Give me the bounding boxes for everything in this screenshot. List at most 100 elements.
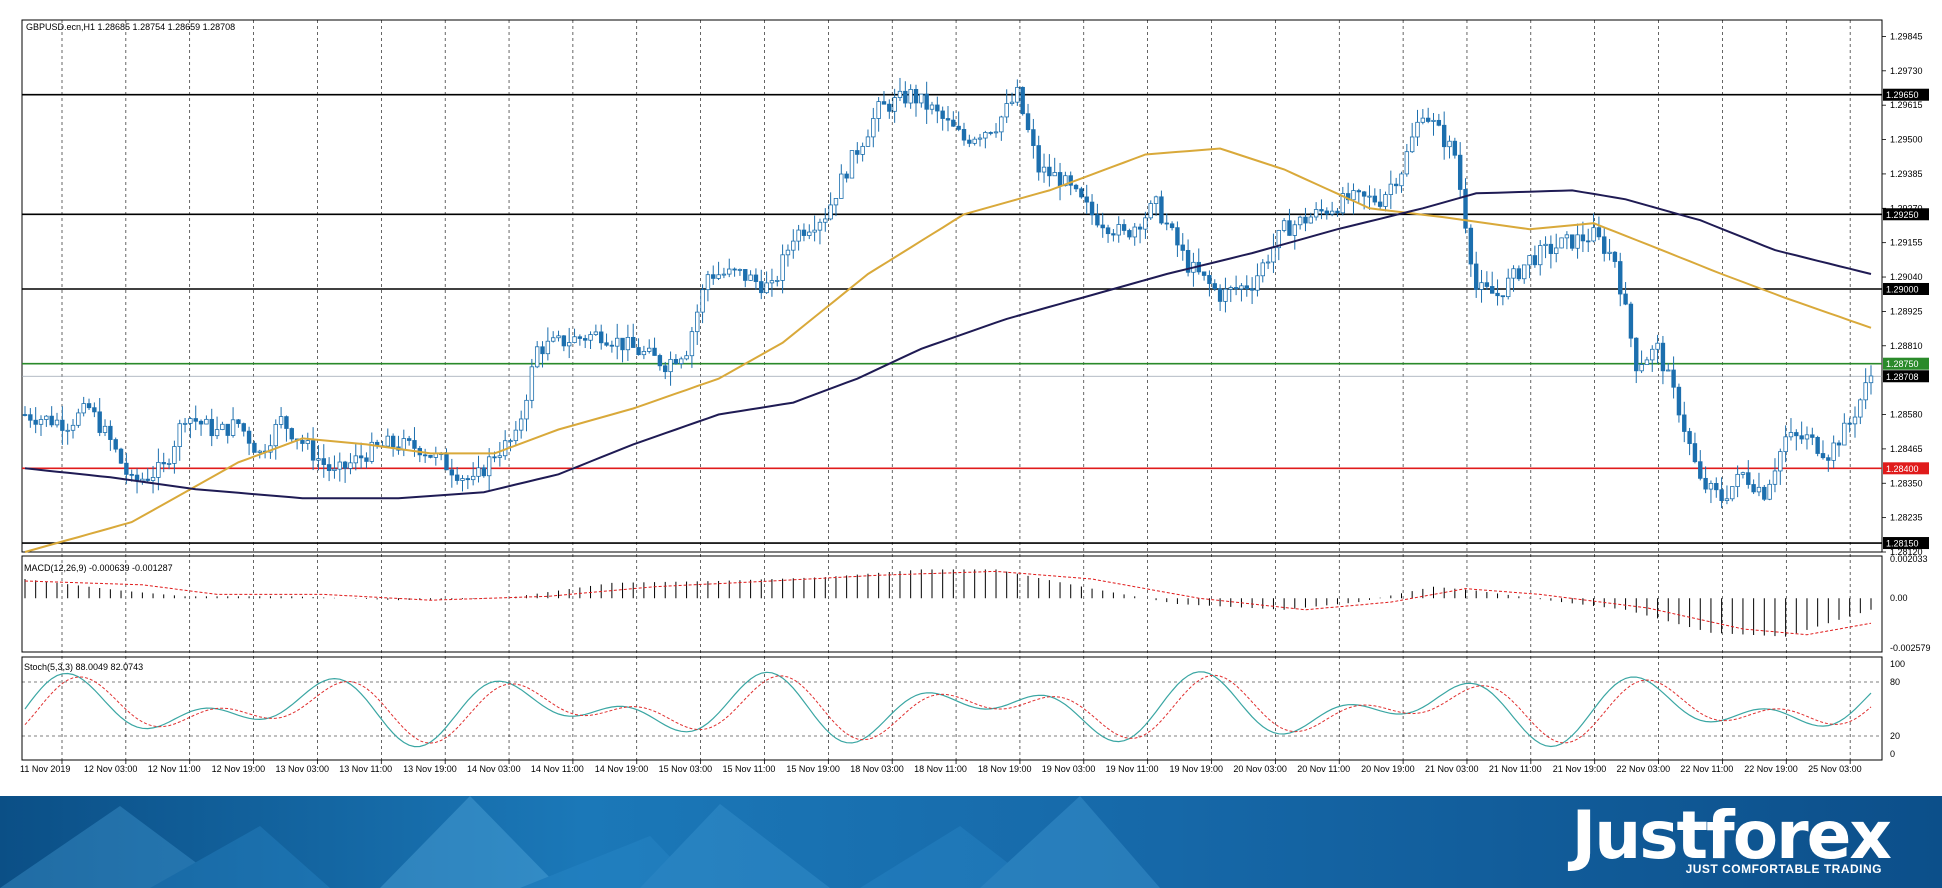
candle-body (1127, 230, 1132, 238)
price-level-tag-label: 1.28400 (1886, 464, 1919, 474)
candle-body (1666, 369, 1671, 372)
x-tick-label: 21 Nov 11:00 (1489, 764, 1542, 774)
candle-body (1036, 145, 1041, 173)
candle-body (903, 90, 908, 104)
candle-body (732, 268, 737, 271)
stochastic-panel (22, 671, 1882, 748)
candle-body (1244, 285, 1249, 290)
candle-body (1522, 264, 1527, 280)
candle-body (577, 336, 583, 339)
candle-body (534, 346, 540, 368)
candle-body (1137, 226, 1143, 230)
candle-body (791, 240, 796, 251)
y-tick-label: 1.29040 (1890, 272, 1923, 282)
x-tick-label: 12 Nov 11:00 (148, 764, 201, 774)
candle-body (204, 418, 209, 425)
candle-body (1271, 247, 1276, 263)
candle-body (214, 429, 220, 437)
candle-body (1868, 375, 1874, 384)
candle-body (1276, 230, 1281, 249)
y-tick-label: 1.28810 (1890, 341, 1923, 351)
candle-body (257, 450, 262, 453)
candle-body (1842, 422, 1847, 446)
candle-body (897, 90, 903, 98)
candle-body (887, 103, 892, 112)
candle-body (1623, 293, 1628, 305)
y-tick-label: 1.28235 (1890, 513, 1923, 523)
price-level-tag (1883, 537, 1929, 550)
candle-body (102, 425, 108, 433)
candle-body (615, 337, 620, 347)
candle-body (796, 229, 801, 242)
x-tick-label: 13 Nov 03:00 (275, 764, 329, 774)
candle-body (1543, 243, 1548, 246)
candle-body (150, 477, 156, 481)
x-tick-label: 12 Nov 19:00 (212, 764, 266, 774)
candle-body (172, 446, 177, 464)
candle-body (753, 274, 759, 282)
candle-body (540, 346, 545, 355)
candle-body (1671, 369, 1676, 388)
candle-body (1826, 457, 1831, 461)
candle-body (76, 412, 81, 426)
candle-body (60, 419, 65, 431)
candle-body (209, 418, 214, 437)
candle-body (828, 204, 833, 220)
candle-body (1602, 236, 1607, 254)
candle-body (1489, 286, 1495, 294)
price-level-tag-label: 1.28750 (1886, 359, 1919, 369)
candle-body (1116, 224, 1121, 236)
stochastic-label: Stoch(5,3,3) 88.0049 82.0743 (24, 662, 143, 672)
axes: 11 Nov 2019 12 Nov 03:00 12 Nov 11:00 12 No… (20, 31, 1931, 774)
candle-body (1388, 183, 1394, 195)
price-level-tag-label: 1.28150 (1886, 539, 1919, 549)
candle-body (33, 419, 38, 425)
candle-body (1452, 140, 1458, 156)
candle-body (1239, 285, 1244, 290)
candle-body (1762, 486, 1767, 500)
candle-body (358, 455, 364, 459)
candle-body (1292, 224, 1297, 236)
candle-body (1682, 414, 1687, 432)
candle-body (1703, 477, 1708, 490)
x-tick-label: 22 Nov 11:00 (1680, 764, 1733, 774)
x-tick-label: 19 Nov 03:00 (1042, 764, 1096, 774)
x-tick-label: 18 Nov 19:00 (978, 764, 1032, 774)
candle-body (1783, 436, 1788, 453)
candle-body (1436, 119, 1442, 126)
candle-body (1708, 483, 1714, 490)
candle-body (1377, 201, 1383, 207)
x-tick-label: 18 Nov 03:00 (850, 764, 904, 774)
candle-body (769, 280, 775, 284)
candle-body (1836, 442, 1842, 446)
candle-body (1201, 271, 1207, 276)
candle-body (412, 440, 417, 449)
candle-body (913, 88, 919, 104)
candle-body (1180, 244, 1185, 251)
brand-tagline: JUST COMFORTABLE TRADING (1685, 862, 1882, 876)
candle-body (673, 358, 679, 364)
candle-body (145, 478, 150, 481)
candle-body (641, 351, 647, 356)
candle-body (289, 428, 294, 440)
stoch-tick-label: 20 (1890, 731, 1900, 741)
candle-body (1079, 188, 1084, 198)
candle-body (1335, 210, 1340, 214)
candle-body (321, 458, 326, 465)
candle-body (1409, 136, 1415, 153)
candle-body (1009, 101, 1015, 104)
ma-fast-line (24, 147, 1872, 553)
candle-body (54, 419, 60, 426)
candle-body (476, 467, 481, 477)
candle-body (49, 415, 54, 426)
candle-body (716, 274, 721, 279)
candle-body (1660, 342, 1666, 372)
candle-body (198, 420, 204, 425)
candle-body (1714, 483, 1719, 491)
candle-body (364, 457, 369, 462)
candle-body (182, 422, 188, 425)
price-level-tag-label: 1.29650 (1886, 90, 1919, 100)
candle-body (44, 415, 49, 420)
x-tick-label: 13 Nov 19:00 (403, 764, 457, 774)
x-tick-label: 15 Nov 11:00 (722, 764, 775, 774)
